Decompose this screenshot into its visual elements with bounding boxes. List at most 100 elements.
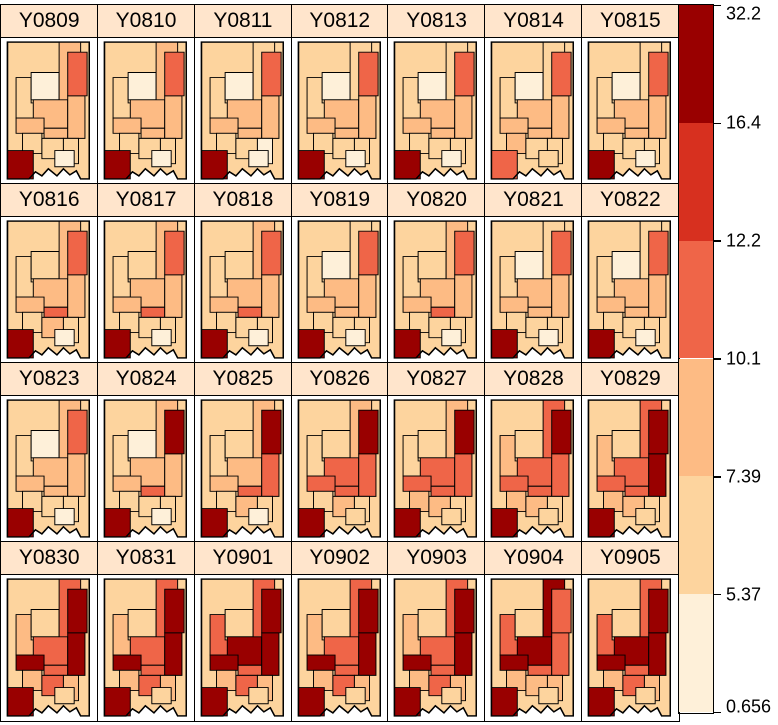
region-2 bbox=[418, 71, 448, 100]
legend-band-3 bbox=[679, 240, 713, 359]
region-12 bbox=[344, 507, 366, 525]
region-2 bbox=[418, 608, 448, 637]
choropleth-map bbox=[103, 219, 187, 359]
region-5 bbox=[15, 654, 45, 671]
region-8 bbox=[260, 230, 282, 275]
region-13 bbox=[588, 149, 615, 179]
region-6 bbox=[527, 485, 553, 497]
panel-title: Y0823 bbox=[1, 363, 98, 396]
panel-title: Y0820 bbox=[388, 184, 485, 217]
region-7 bbox=[260, 452, 280, 497]
legend-label: 16.4 bbox=[726, 112, 762, 133]
choropleth-map bbox=[394, 577, 478, 717]
panel-y0823: Y0823 bbox=[0, 362, 99, 543]
region-5 bbox=[209, 654, 239, 671]
panel-y0818: Y0818 bbox=[193, 183, 293, 364]
region-8 bbox=[260, 588, 282, 633]
region-12 bbox=[344, 149, 366, 167]
region-2 bbox=[127, 429, 157, 458]
region-5 bbox=[499, 475, 529, 492]
region-12 bbox=[151, 507, 172, 525]
legend-label: 12.2 bbox=[726, 230, 762, 251]
state-border bbox=[103, 577, 187, 717]
choropleth-map bbox=[200, 40, 284, 180]
state-border bbox=[297, 398, 381, 538]
state-border bbox=[103, 219, 187, 359]
region-5 bbox=[306, 296, 336, 313]
region-5 bbox=[15, 475, 45, 492]
legend-label: 10.1 bbox=[726, 348, 762, 369]
region-12 bbox=[635, 686, 656, 704]
panel-title: Y0905 bbox=[582, 542, 679, 575]
region-12 bbox=[538, 507, 559, 525]
region-12 bbox=[538, 686, 559, 704]
panel-title: Y0811 bbox=[194, 5, 292, 38]
region-5 bbox=[596, 296, 626, 313]
state-border bbox=[491, 398, 575, 538]
panel-y0901: Y0901 bbox=[193, 541, 293, 722]
region-12 bbox=[441, 686, 463, 704]
region-8 bbox=[67, 588, 88, 633]
panel-y0905: Y0905 bbox=[581, 541, 680, 722]
legend-tick bbox=[714, 711, 721, 714]
panel-title: Y0809 bbox=[1, 5, 98, 38]
region-12 bbox=[538, 328, 559, 346]
region-13 bbox=[200, 686, 228, 716]
region-7 bbox=[164, 273, 183, 318]
region-8 bbox=[357, 588, 379, 633]
region-7 bbox=[551, 631, 570, 676]
region-12 bbox=[441, 507, 463, 525]
region-5 bbox=[403, 296, 432, 313]
state-border bbox=[491, 40, 575, 180]
panel-title: Y0813 bbox=[388, 5, 485, 38]
choropleth-map bbox=[587, 219, 672, 359]
state-border bbox=[6, 577, 91, 717]
region-5 bbox=[403, 475, 432, 492]
region-6 bbox=[624, 127, 650, 139]
region-5 bbox=[306, 654, 336, 671]
panel-y0814: Y0814 bbox=[484, 4, 583, 185]
region-6 bbox=[527, 127, 553, 139]
choropleth-map bbox=[394, 40, 478, 180]
region-2 bbox=[321, 608, 351, 637]
panel-y0817: Y0817 bbox=[96, 183, 196, 364]
region-6 bbox=[140, 664, 166, 676]
region-13 bbox=[6, 328, 34, 358]
panel-y0824: Y0824 bbox=[96, 362, 196, 543]
region-12 bbox=[635, 328, 656, 346]
panel-y0829: Y0829 bbox=[581, 362, 680, 543]
region-2 bbox=[514, 608, 544, 637]
region-6 bbox=[334, 127, 359, 139]
region-7 bbox=[551, 273, 570, 318]
region-5 bbox=[112, 296, 142, 313]
panel-title: Y0903 bbox=[388, 542, 485, 575]
region-6 bbox=[624, 664, 650, 676]
state-border bbox=[587, 219, 672, 359]
region-13 bbox=[394, 686, 422, 716]
region-8 bbox=[357, 230, 379, 275]
region-12 bbox=[248, 328, 269, 346]
region-5 bbox=[403, 117, 432, 134]
region-5 bbox=[499, 117, 529, 134]
choropleth-map bbox=[491, 219, 575, 359]
choropleth-map bbox=[587, 577, 672, 717]
region-2 bbox=[418, 429, 448, 458]
panel-title: Y0819 bbox=[291, 184, 388, 217]
region-13 bbox=[491, 686, 519, 716]
legend-band-2 bbox=[679, 358, 713, 477]
panel-y0825: Y0825 bbox=[193, 362, 293, 543]
color-legend bbox=[678, 4, 714, 714]
choropleth-map bbox=[491, 577, 575, 717]
region-6 bbox=[237, 485, 262, 497]
choropleth-map bbox=[6, 398, 91, 538]
region-2 bbox=[30, 71, 60, 100]
legend-label: 0.656 bbox=[726, 696, 772, 716]
region-7 bbox=[551, 94, 570, 139]
region-2 bbox=[224, 429, 254, 458]
panel-y0820: Y0820 bbox=[387, 183, 486, 364]
region-8 bbox=[648, 409, 669, 454]
state-border bbox=[6, 398, 91, 538]
panel-title: Y0830 bbox=[1, 542, 98, 575]
choropleth-map bbox=[200, 219, 284, 359]
panel-title: Y0812 bbox=[291, 5, 388, 38]
